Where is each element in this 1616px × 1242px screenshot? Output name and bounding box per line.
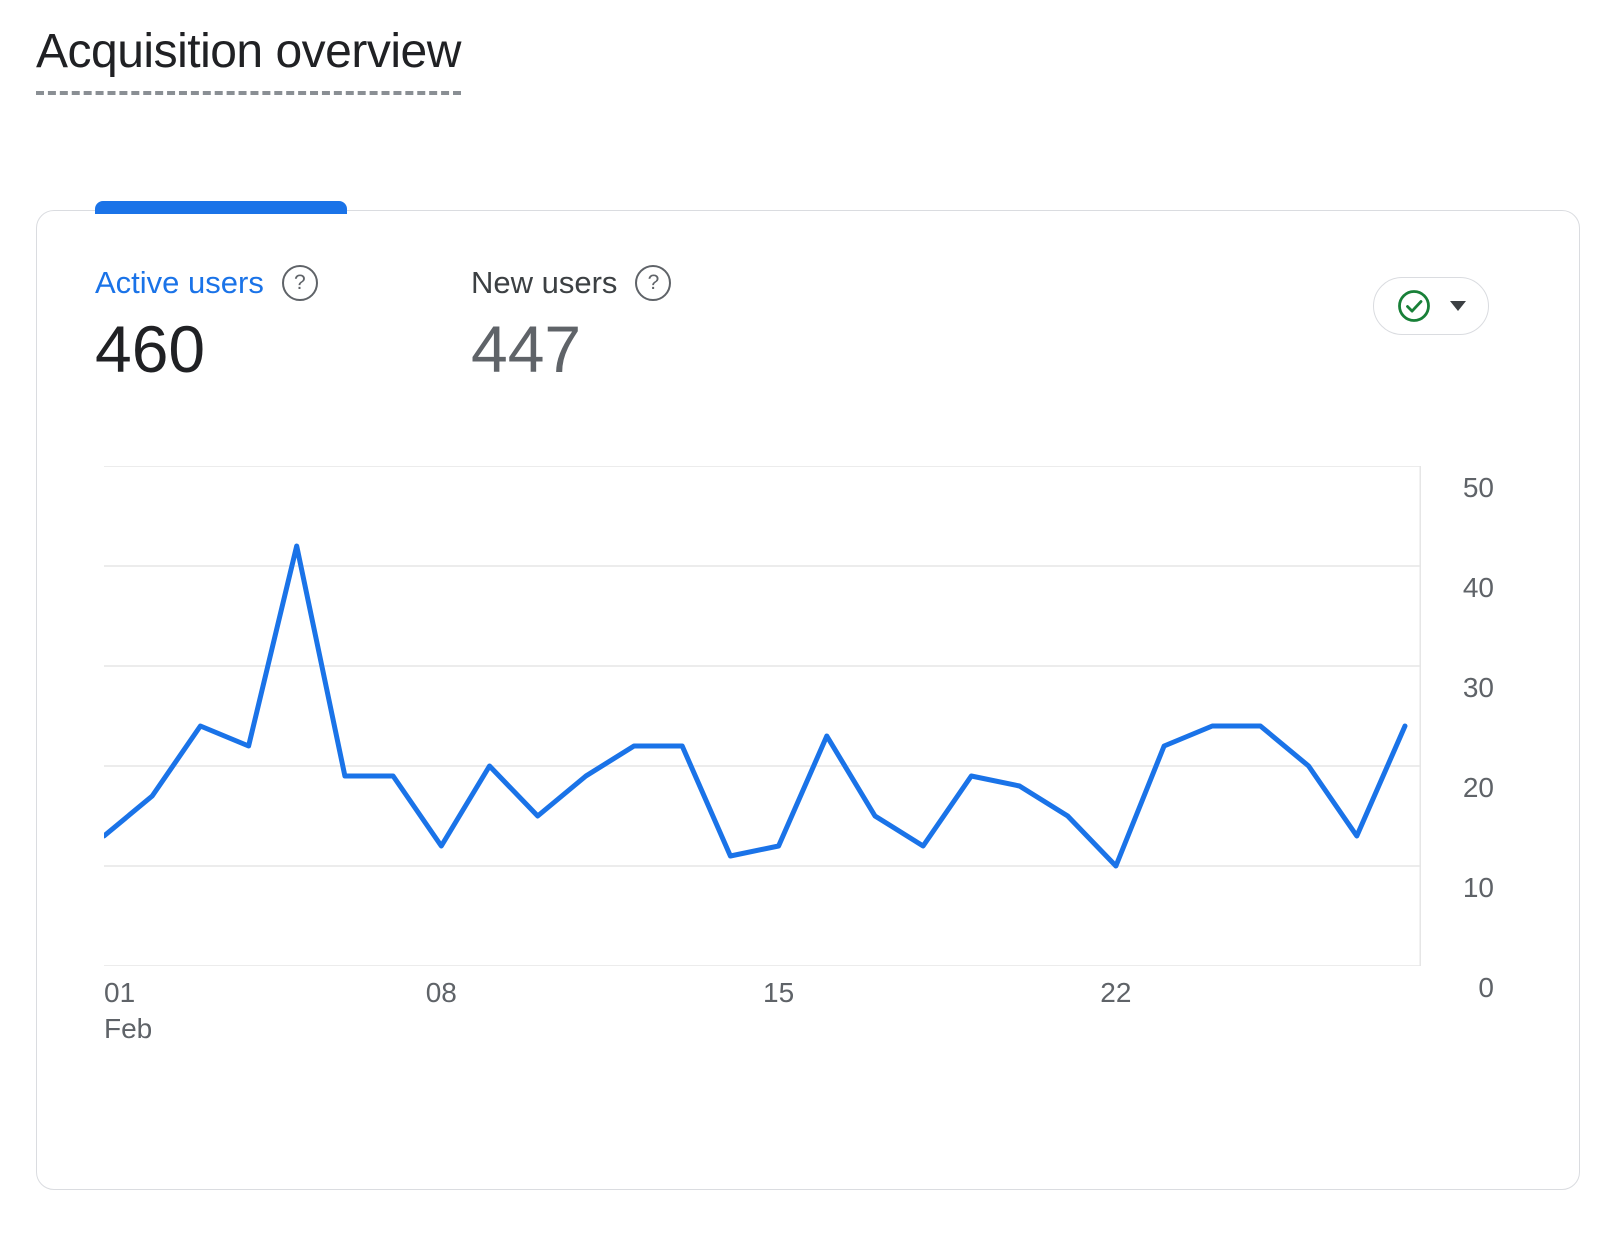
metric-active-users-value: 460 bbox=[95, 312, 206, 386]
dropdown-caret-icon bbox=[1450, 301, 1466, 311]
metric-new-users: New users ? 447 bbox=[471, 263, 672, 386]
metric-new-users-value: 447 bbox=[471, 312, 582, 386]
help-icon[interactable]: ? bbox=[281, 265, 318, 301]
page-title: Acquisition overview bbox=[36, 24, 1616, 95]
metric-active-users-label[interactable]: Active users bbox=[95, 265, 264, 300]
y-axis-tick-label: 0 bbox=[1478, 972, 1494, 1003]
page-title-text: Acquisition overview bbox=[36, 24, 461, 95]
x-axis-tick-label: 22 bbox=[1100, 977, 1132, 1008]
data-quality-button[interactable] bbox=[1373, 277, 1489, 335]
y-axis-tick-label: 40 bbox=[1462, 572, 1494, 603]
acquisition-overview-card: Active users ? 460 New users ? 447 0 10 20… bbox=[36, 201, 1580, 1190]
y-axis-tick-label: 30 bbox=[1462, 672, 1494, 703]
metric-new-users-label[interactable]: New users bbox=[471, 265, 618, 300]
check-circle-icon bbox=[1396, 288, 1432, 324]
help-icon[interactable]: ? bbox=[635, 265, 672, 301]
x-axis-tick-label: 01 Feb bbox=[104, 977, 153, 1044]
active-users-line-chart: 0 10 20 30 40 50 01 Feb 08 15 22 bbox=[101, 465, 1544, 1116]
chart-plot-area bbox=[101, 465, 1421, 971]
x-axis-tick-label: 15 bbox=[763, 977, 795, 1008]
y-axis-tick-label: 50 bbox=[1462, 472, 1494, 503]
metric-active-users: Active users ? 460 bbox=[95, 263, 318, 385]
y-axis-tick-label: 10 bbox=[1462, 872, 1494, 903]
active-tab-indicator[interactable] bbox=[95, 201, 347, 214]
line-series bbox=[101, 465, 1421, 967]
y-axis-tick-label: 20 bbox=[1462, 772, 1494, 803]
x-axis-tick-label: 08 bbox=[425, 977, 457, 1008]
